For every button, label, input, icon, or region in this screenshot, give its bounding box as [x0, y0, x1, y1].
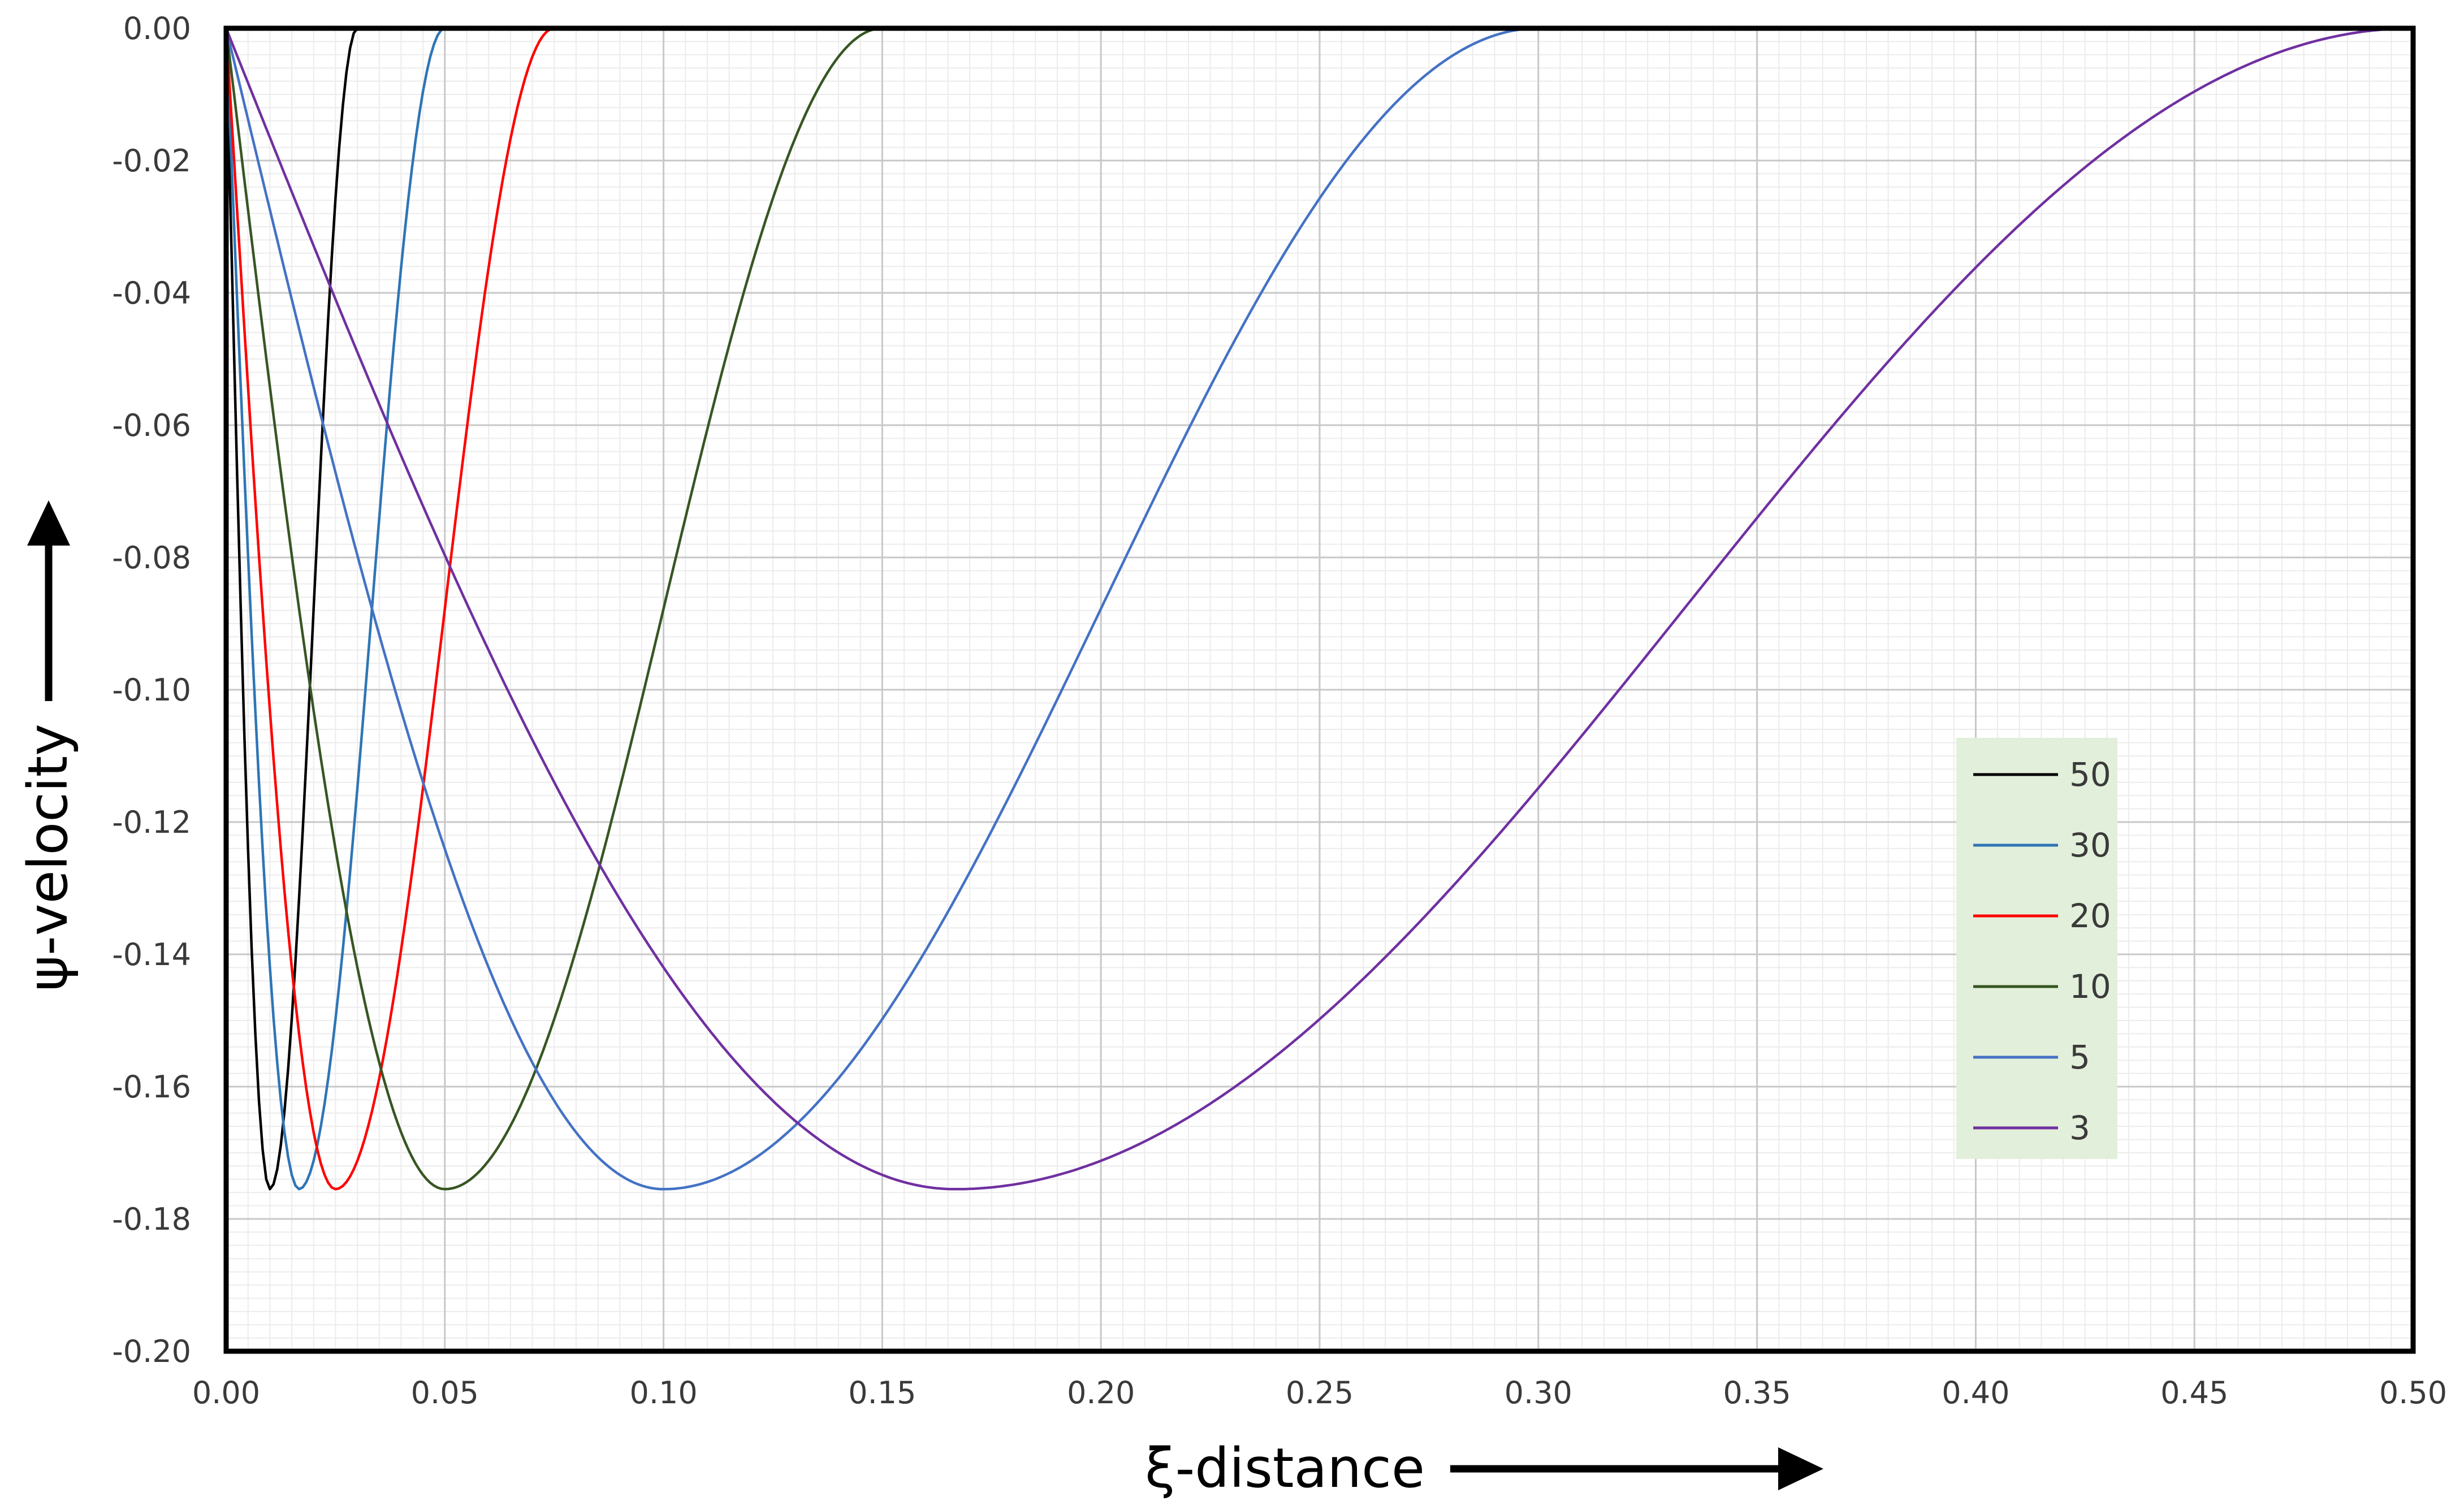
legend-label-5: 5: [2069, 1038, 2090, 1076]
x-axis-title: ξ-distance: [1145, 1437, 1425, 1500]
y-tick-label: -0.04: [112, 275, 191, 311]
y-tick-label: -0.06: [112, 408, 191, 443]
y-tick-label: 0.00: [123, 11, 191, 46]
x-tick-label: 0.50: [2379, 1375, 2447, 1411]
x-tick-label: 0.35: [1723, 1375, 1791, 1411]
x-axis-arrow-icon: [1778, 1447, 1823, 1490]
x-tick-label: 0.30: [1505, 1375, 1572, 1411]
legend-label-30: 30: [2069, 826, 2111, 864]
y-tick-label: -0.20: [112, 1334, 191, 1369]
x-tick-label: 0.05: [411, 1375, 479, 1411]
x-axis-title-group: ξ-distance: [1145, 1437, 1823, 1500]
y-axis-tick-labels: 0.00 -0.02 -0.04 -0.06 -0.08 -0.10 -0.12 -0.14 -…: [112, 11, 191, 1369]
legend-label-3: 3: [2069, 1109, 2090, 1147]
series-line-3: [224, 27, 2413, 1191]
y-axis-title: ψ-velocity: [16, 724, 80, 991]
y-tick-label: -0.12: [112, 805, 191, 840]
y-tick-label: -0.02: [112, 143, 191, 179]
y-tick-label: -0.08: [112, 540, 191, 576]
y-tick-label: -0.10: [112, 672, 191, 708]
legend-label-20: 20: [2069, 897, 2111, 935]
legend-label-50: 50: [2069, 755, 2111, 794]
y-tick-label: -0.14: [112, 937, 191, 972]
x-tick-label: 0.25: [1286, 1375, 1354, 1411]
x-axis-tick-labels: 0.00 0.05 0.10 0.15 0.20 0.25 0.30 0.35 0.40 0.45…: [192, 1375, 2447, 1411]
y-axis-title-group: ψ-velocity: [16, 500, 80, 991]
x-tick-label: 0.10: [629, 1375, 697, 1411]
x-tick-label: 0.00: [192, 1375, 260, 1411]
y-axis-arrow-icon: [27, 500, 70, 546]
legend: 50 30 20 10 5 3: [1956, 738, 2117, 1159]
x-tick-label: 0.40: [1942, 1375, 2009, 1411]
x-tick-label: 0.15: [848, 1375, 916, 1411]
legend-background: [1956, 738, 2117, 1159]
x-tick-label: 0.45: [2160, 1375, 2228, 1411]
legend-label-10: 10: [2069, 967, 2111, 1006]
y-tick-label: -0.16: [112, 1069, 191, 1105]
x-tick-label: 0.20: [1067, 1375, 1135, 1411]
y-tick-label: -0.18: [112, 1201, 191, 1237]
